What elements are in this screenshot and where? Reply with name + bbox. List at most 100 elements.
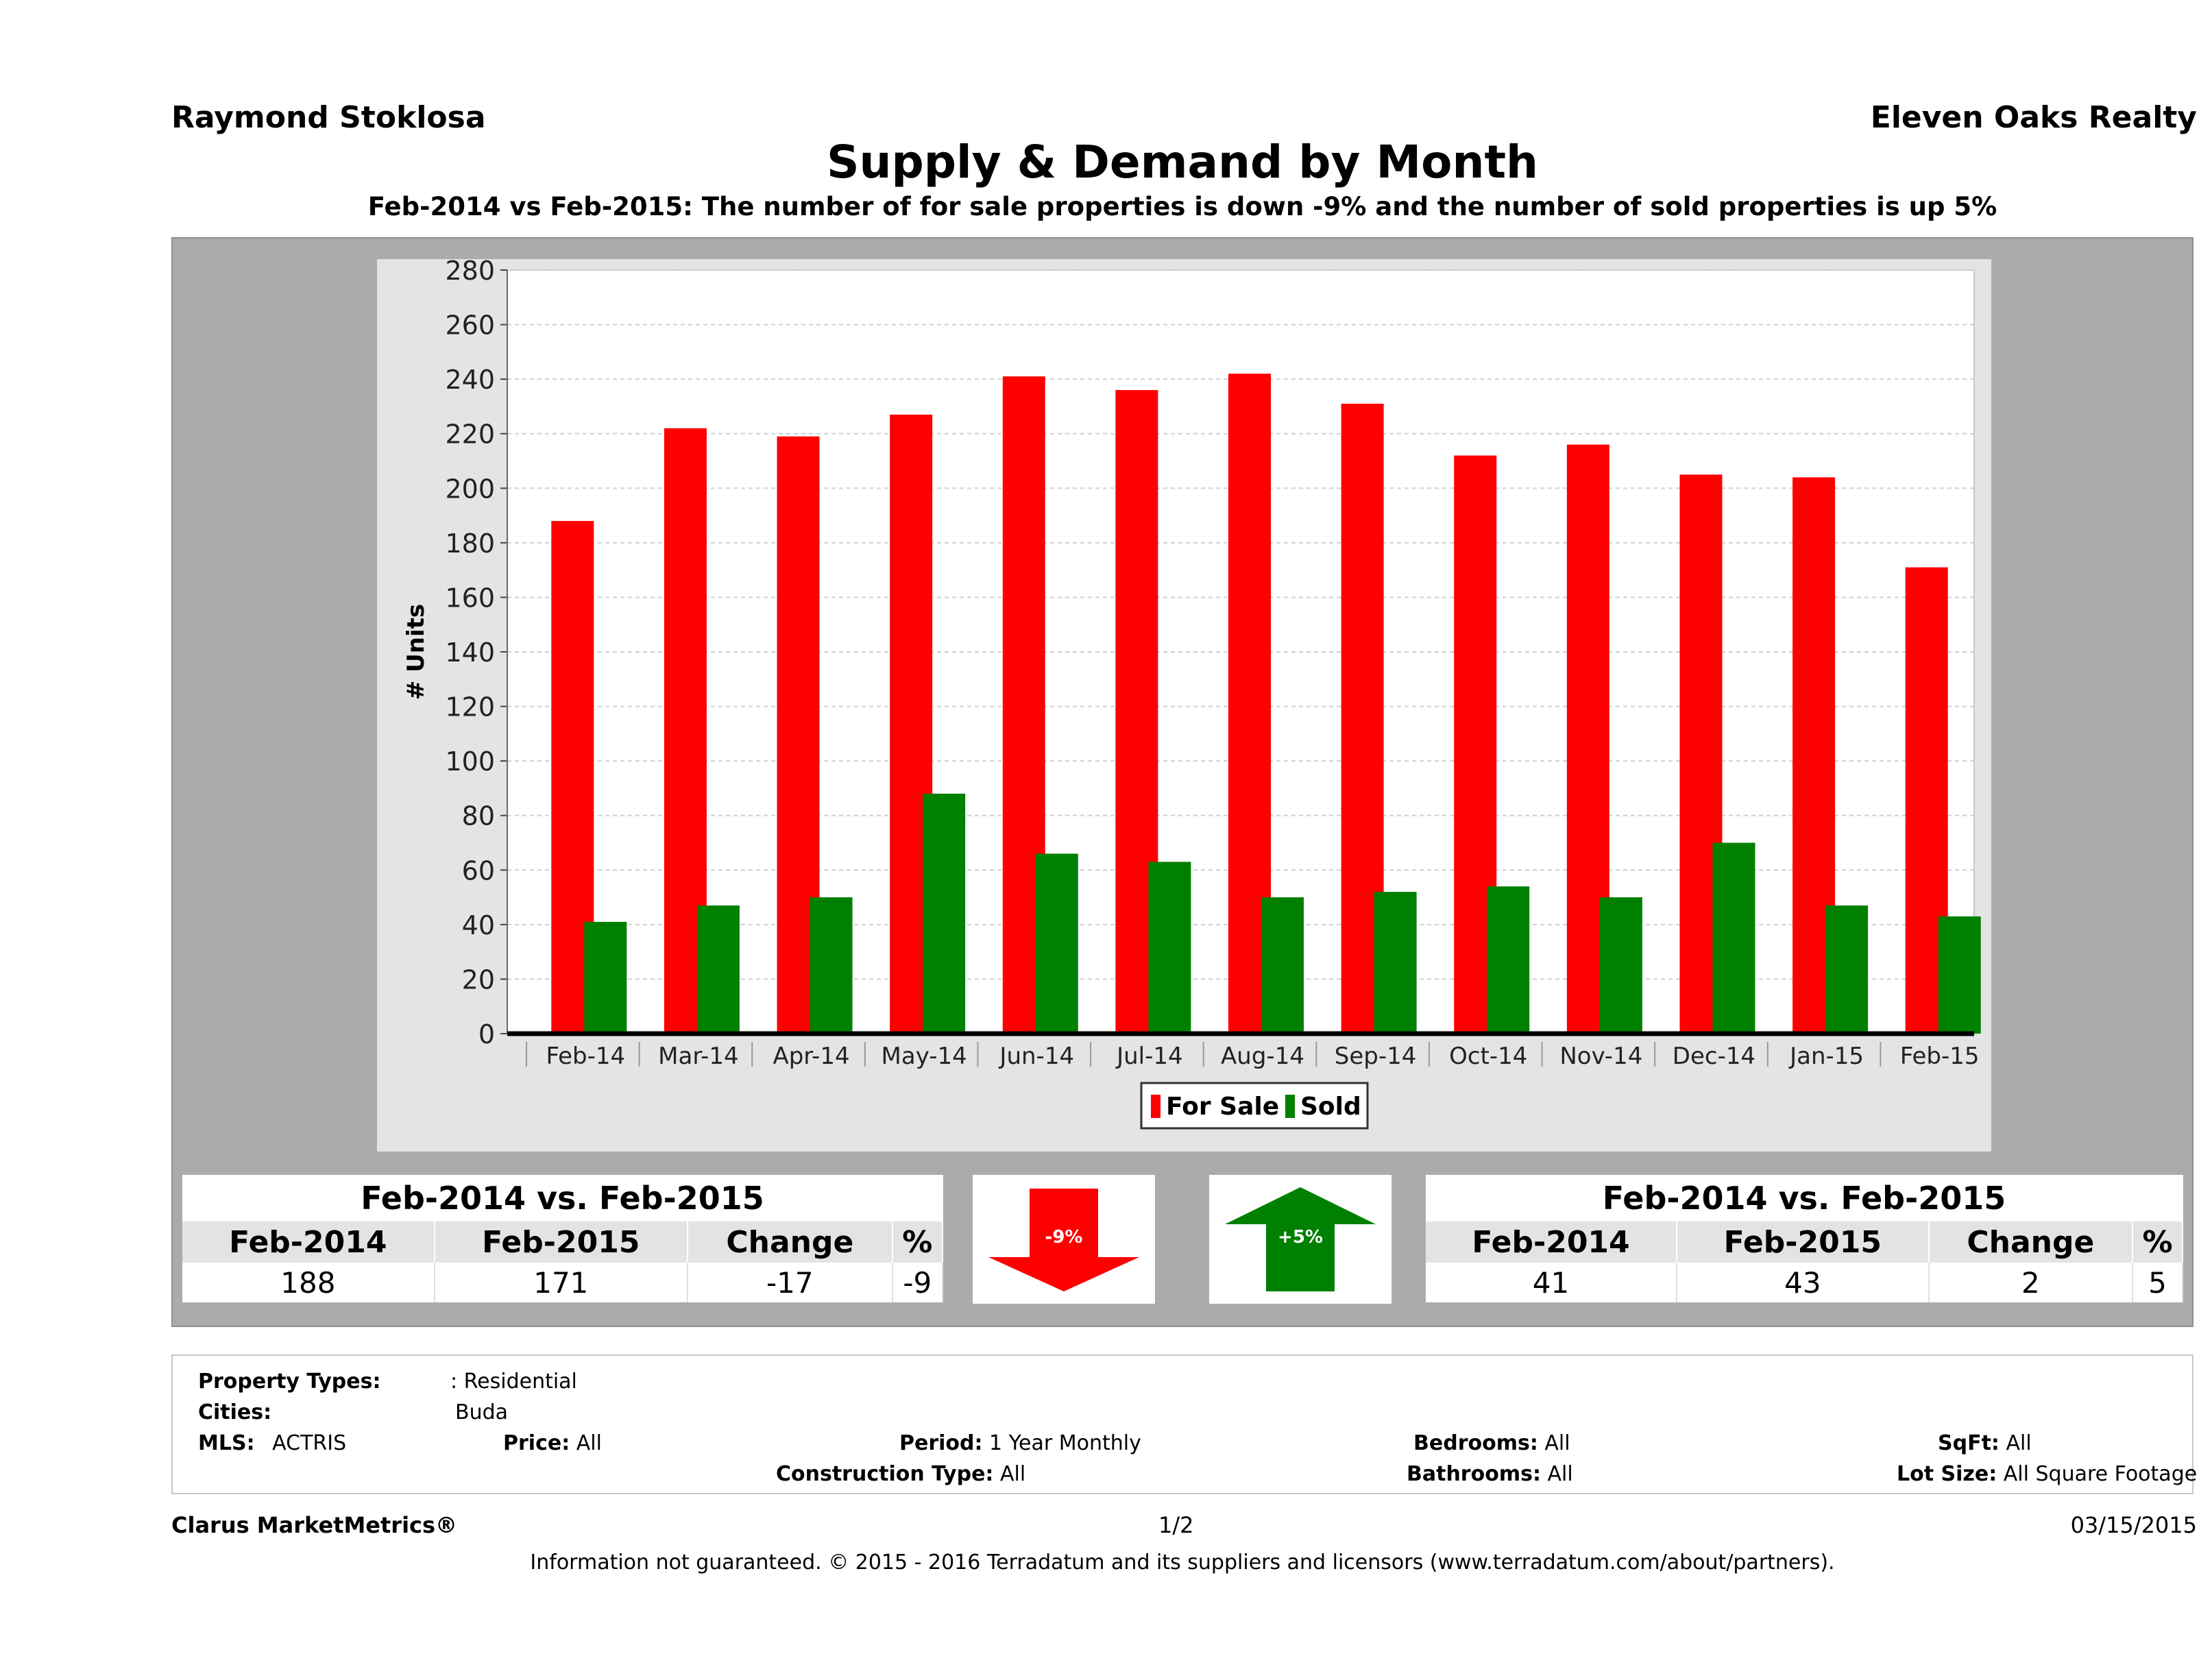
y-axis-title: # Units [402, 604, 430, 700]
chart-panel: 0 20 40 60 80 100 120 140 160 180 200 220 240 260 280 #… [377, 259, 1991, 1152]
for-sale-change-label: -9% [1045, 1227, 1083, 1248]
for-sale-table: Feb-2014 vs. Feb-2015 Feb-2014 Feb-2015 … [182, 1175, 944, 1302]
y-tick-label: 200 [445, 474, 495, 504]
y-tick-label: 100 [445, 746, 495, 777]
y-tick-label: 60 [462, 855, 495, 886]
bar-sold [1938, 916, 1981, 1034]
y-tick-label: 180 [445, 528, 495, 559]
y-tick-label: 0 [478, 1019, 495, 1049]
bar-sold [1374, 892, 1417, 1034]
for-sale-header-end: Feb-2015 [434, 1221, 688, 1263]
bar-sold [1487, 886, 1530, 1034]
cities-label: Cities: [198, 1400, 272, 1424]
x-tick-label: Sep-14 [1335, 1043, 1417, 1070]
y-tick-label: 240 [445, 365, 495, 395]
x-tick-label: May-14 [882, 1043, 967, 1070]
report-title: Supply & Demand by Month [826, 136, 1539, 189]
for-sale-value-end: 171 [434, 1263, 688, 1302]
bathrooms-label: Bathrooms: [1407, 1462, 1541, 1486]
sqft-value: All [2006, 1431, 2032, 1455]
sold-change-label: +5% [1278, 1227, 1323, 1248]
cities-value: Buda [455, 1400, 509, 1424]
bar-sold [1599, 897, 1642, 1034]
period-label: Period: [899, 1431, 983, 1455]
sold-change-box: +5% [1209, 1175, 1391, 1304]
bar-sold [1825, 905, 1869, 1034]
y-tick-label: 120 [445, 692, 495, 722]
x-tick-label: Oct-14 [1449, 1043, 1527, 1070]
period-value: 1 Year Monthly [989, 1431, 1141, 1455]
legend-swatch-for-sale [1151, 1095, 1160, 1118]
brokerage-name: Eleven Oaks Realty [1870, 100, 2197, 135]
legend [1140, 1082, 1369, 1130]
x-tick-label: Jul-14 [1115, 1043, 1183, 1070]
x-tick-label: Feb-14 [546, 1043, 625, 1070]
legend-label-sold: Sold [1300, 1093, 1361, 1121]
sold-header-change: Change [1928, 1221, 2134, 1263]
sold-value-change: 2 [1928, 1263, 2134, 1302]
mls-value: ACTRIS [272, 1431, 347, 1455]
construction-value: All [999, 1462, 1026, 1486]
legend-swatch-sold [1285, 1095, 1295, 1118]
for-sale-value-change: -17 [687, 1263, 893, 1302]
bar-sold [1261, 897, 1304, 1034]
sold-table: Feb-2014 vs. Feb-2015 Feb-2014 Feb-2015 … [1426, 1175, 2183, 1302]
y-tick-label: 220 [445, 420, 495, 450]
y-tick-label: 280 [445, 259, 495, 286]
legend-label-for-sale: For Sale [1166, 1093, 1279, 1121]
sqft-label: SqFt: [1938, 1431, 2000, 1455]
footer-brand: Clarus MarketMetrics® [171, 1512, 458, 1538]
for-sale-value-percent: -9 [892, 1263, 944, 1302]
search-criteria: Property Types: : Residential Cities: Bu… [171, 1354, 2197, 1494]
sold-header-end: Feb-2015 [1677, 1221, 1930, 1263]
bedrooms-label: Bedrooms: [1413, 1431, 1538, 1455]
y-tick-label: 260 [445, 311, 495, 341]
x-tick-label: Mar-14 [658, 1043, 739, 1070]
for-sale-table-caption: Feb-2014 vs. Feb-2015 [361, 1180, 764, 1217]
report-subtitle: Feb-2014 vs Feb-2015: The number of for … [367, 192, 1997, 221]
y-tick-label: 20 [462, 964, 495, 995]
x-tick-label: Jun-14 [998, 1043, 1074, 1070]
sold-value-start: 41 [1426, 1263, 1678, 1302]
y-tick-label: 140 [445, 637, 495, 668]
bar-sold [1035, 853, 1078, 1034]
bathrooms-value: All [1547, 1462, 1573, 1486]
property-types-label: Property Types: [198, 1370, 381, 1394]
sold-header-percent: % [2132, 1221, 2183, 1263]
sold-value-end: 43 [1677, 1263, 1930, 1302]
bar-sold [696, 905, 740, 1034]
report-date: 03/15/2015 [2070, 1512, 2197, 1538]
lot-size-value: All Square Footage [2003, 1462, 2198, 1486]
bar-sold [1148, 862, 1191, 1034]
for-sale-header-percent: % [892, 1221, 944, 1263]
price-label: Price: [503, 1431, 570, 1455]
for-sale-header-start: Feb-2014 [182, 1221, 435, 1263]
sold-value-percent: 5 [2132, 1263, 2183, 1302]
arrow-up-icon [1225, 1187, 1376, 1291]
y-tick-label: 160 [445, 583, 495, 613]
sold-table-caption: Feb-2014 vs. Feb-2015 [1602, 1180, 2006, 1217]
for-sale-value-start: 188 [182, 1263, 435, 1302]
price-value: All [576, 1431, 602, 1455]
bar-sold [923, 793, 966, 1034]
page-number: 1/2 [1158, 1512, 1194, 1538]
x-tick-label: Apr-14 [773, 1043, 849, 1070]
sold-header-start: Feb-2014 [1426, 1221, 1678, 1263]
agent-name: Raymond Stoklosa [171, 100, 486, 135]
x-tick-label: Jan-15 [1788, 1043, 1864, 1070]
construction-label: Construction Type: [776, 1462, 994, 1486]
disclaimer: Information not guaranteed. © 2015 - 201… [530, 1551, 1835, 1574]
bar-sold [810, 897, 853, 1034]
lot-size-label: Lot Size: [1897, 1462, 1997, 1486]
property-types-value: : Residential [450, 1370, 577, 1394]
bar-sold [1712, 842, 1755, 1034]
x-tick-label: Dec-14 [1673, 1043, 1755, 1070]
for-sale-header-change: Change [687, 1221, 893, 1263]
arrow-down-icon [988, 1189, 1139, 1291]
bedrooms-value: All [1544, 1431, 1570, 1455]
x-tick-label: Nov-14 [1559, 1043, 1642, 1070]
mls-label: MLS: [198, 1431, 255, 1455]
x-tick-label: Aug-14 [1221, 1043, 1304, 1070]
supply-demand-chart: 0 20 40 60 80 100 120 140 160 180 200 220 240 260 280 #… [402, 259, 1981, 1130]
y-tick-label: 40 [462, 910, 495, 940]
